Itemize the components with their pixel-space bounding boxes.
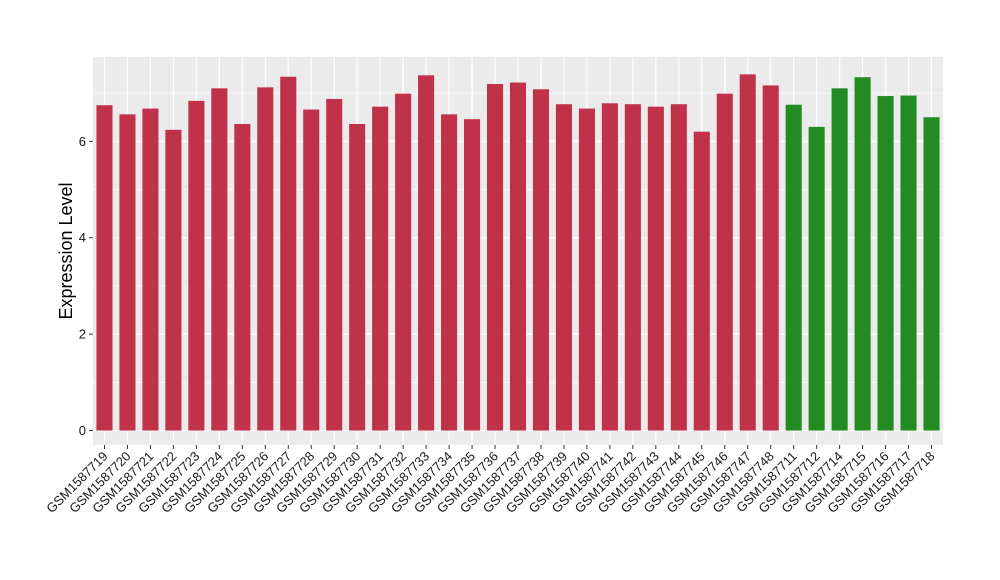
y-tick-label: 2 — [79, 327, 86, 342]
y-tick-label: 6 — [79, 134, 86, 149]
bar-GSM1587737 — [509, 82, 527, 431]
bar-GSM1587742 — [624, 104, 641, 431]
bar-GSM1587718 — [923, 117, 940, 431]
bar-GSM1587740 — [578, 108, 595, 431]
bar-GSM1587719 — [96, 105, 113, 431]
x-axis: GSM1587719GSM1587720GSM1587721GSM1587722… — [43, 445, 938, 516]
bar-GSM1587732 — [395, 93, 412, 431]
bar-GSM1587735 — [464, 119, 481, 431]
bar-GSM1587712 — [808, 126, 825, 431]
bar-GSM1587738 — [532, 89, 550, 431]
bar-GSM1587720 — [119, 114, 136, 431]
bars — [96, 74, 940, 431]
bar-GSM1587725 — [234, 123, 251, 431]
bar-GSM1587724 — [211, 88, 228, 431]
bar-GSM1587745 — [693, 131, 710, 431]
bar-GSM1587721 — [142, 108, 159, 431]
bar-GSM1587729 — [326, 98, 343, 431]
bar-GSM1587715 — [854, 77, 871, 431]
bar-GSM1587746 — [716, 93, 733, 431]
bar-GSM1587744 — [670, 104, 687, 431]
y-tick-label: 4 — [79, 230, 86, 245]
bar-GSM1587731 — [372, 106, 389, 431]
bar-GSM1587730 — [349, 123, 366, 431]
bar-GSM1587728 — [303, 109, 320, 431]
bar-GSM1587747 — [739, 74, 756, 431]
y-axis-title: Expression Level — [56, 182, 76, 319]
y-axis: 0 2 4 6 — [79, 134, 93, 438]
y-tick-label: 0 — [79, 423, 86, 438]
bar-GSM1587743 — [647, 106, 664, 431]
bar-GSM1587739 — [555, 104, 572, 431]
bar-GSM1587716 — [877, 96, 894, 431]
bar-GSM1587741 — [601, 103, 618, 431]
bar-GSM1587734 — [441, 114, 458, 431]
bar-GSM1587748 — [762, 85, 779, 431]
bar-GSM1587714 — [831, 88, 848, 431]
bar-GSM1587726 — [257, 87, 274, 431]
bar-GSM1587736 — [486, 83, 504, 431]
bar-GSM1587723 — [188, 100, 205, 431]
bar-GSM1587722 — [165, 129, 182, 431]
bar-GSM1587717 — [900, 95, 917, 431]
bar-GSM1587727 — [280, 76, 297, 431]
bar-GSM1587733 — [418, 75, 435, 431]
bar-GSM1587711 — [785, 104, 802, 431]
